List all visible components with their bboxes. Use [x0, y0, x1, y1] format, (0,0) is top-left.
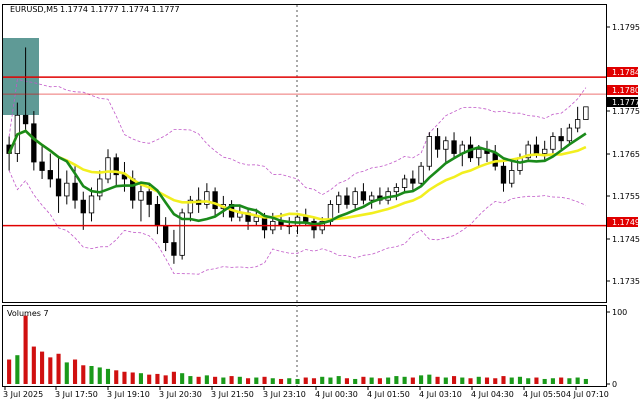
price-tick-label: 1.1745	[612, 235, 640, 244]
candle-bull	[401, 178, 408, 188]
price-axis: 1.1795 1.1775 1.1765 1.1755 1.1745 1.173…	[606, 23, 640, 286]
candle-bull	[509, 170, 515, 184]
candle-bear	[451, 140, 457, 154]
volume-panel-label: Volumes 7	[7, 309, 49, 318]
time-tick-label: 4 Jul 05:50	[523, 390, 566, 399]
candle-bear	[558, 136, 564, 142]
level-tag-1749-bg	[607, 217, 638, 227]
price-tick-label: 1.1755	[612, 192, 640, 201]
candle-bull	[105, 157, 111, 180]
candle-bull	[418, 165, 424, 184]
candle-bull	[64, 182, 70, 197]
volume-bars	[7, 315, 588, 384]
candle-bull	[352, 191, 358, 205]
candle-bear	[154, 204, 161, 227]
candle-bull	[138, 191, 144, 201]
candle-bear	[533, 144, 540, 154]
volume-tick-label: 0	[612, 380, 617, 389]
candle-bull	[566, 127, 573, 142]
time-tick-label: 3 Jul 2025	[3, 390, 43, 399]
candle-bear	[130, 178, 136, 201]
candle-bull	[97, 178, 103, 197]
level-tag-1780: 1.1780	[612, 86, 640, 95]
time-tick-label: 3 Jul 21:50	[211, 390, 254, 399]
time-tick-label: 3 Jul 23:10	[263, 390, 306, 399]
time-tick-label: 3 Jul 19:10	[107, 390, 150, 399]
time-tick-label: 3 Jul 17:50	[55, 390, 98, 399]
candle-bear	[344, 195, 350, 205]
time-axis: 3 Jul 2025 3 Jul 17:50 3 Jul 19:10 3 Jul…	[3, 387, 609, 399]
bollinger-upper-band	[8, 78, 587, 196]
candle-bear	[55, 178, 62, 197]
price-tick-label: 1.1735	[612, 277, 640, 286]
candle-bull	[179, 212, 185, 256]
candle-bear	[146, 191, 152, 205]
candle-bear	[303, 216, 309, 222]
chart-symbol-label: EURUSD,M5	[10, 5, 58, 14]
candle-bull	[187, 199, 194, 214]
candlestick-series	[6, 47, 589, 264]
candle-bull	[204, 191, 210, 205]
candle-bear	[500, 165, 507, 184]
candle-bull	[476, 148, 482, 159]
time-tick-label: 3 Jul 20:30	[159, 390, 202, 399]
candle-bull	[253, 216, 259, 222]
bollinger-bands	[8, 78, 587, 275]
candle-bull	[88, 195, 95, 214]
candle-bear	[72, 182, 78, 201]
time-tick-label: 4 Jul 07:10	[566, 390, 609, 399]
candle-bear	[261, 216, 268, 231]
candle-bear	[171, 242, 177, 256]
volume-tick-label: 100	[612, 308, 627, 317]
candle-bull	[525, 144, 531, 159]
price-tick-label: 1.1775	[612, 107, 640, 116]
candle-bear	[410, 178, 416, 184]
moving-averages	[7, 129, 587, 226]
time-tick-label: 4 Jul 00:30	[315, 390, 358, 399]
candle-bear	[212, 191, 218, 210]
price-tick-label: 1.1795	[612, 23, 640, 32]
level-tag-1784-bg	[607, 67, 638, 77]
candle-bull	[426, 136, 432, 167]
candle-bull	[574, 119, 581, 129]
time-tick-label: 4 Jul 03:10	[419, 390, 462, 399]
candle-bull	[443, 140, 449, 150]
time-tick-label: 4 Jul 04:30	[471, 390, 514, 399]
candle-bull	[336, 195, 342, 205]
level-tag-1784: 1.1784	[612, 68, 640, 77]
volume-panel-frame	[2, 305, 607, 387]
candle-bear	[31, 123, 37, 163]
candle-bear	[113, 157, 119, 176]
chart-ohlc-readout: 1.1774 1.1777 1.1774 1.1777	[60, 5, 180, 14]
candle-bear	[80, 199, 86, 214]
candle-bear	[434, 136, 441, 150]
level-tag-1780-bg	[607, 85, 638, 95]
price-tick-label: 1.1765	[612, 150, 640, 159]
moving-average-slow-line	[7, 129, 587, 221]
candle-bear	[39, 161, 45, 171]
candle-bear	[47, 170, 53, 180]
time-tick-label: 4 Jul 01:50	[367, 390, 410, 399]
candle-bull	[542, 148, 548, 154]
current-price-tag-bg	[607, 97, 638, 107]
candle-bull	[393, 187, 400, 193]
horizontal-levels	[3, 76, 606, 227]
candle-bear	[22, 114, 29, 125]
bollinger-lower-band	[8, 170, 587, 275]
current-price-tag: 1.1777	[612, 98, 640, 107]
candle-bear	[163, 225, 169, 243]
candle-bear	[492, 153, 498, 167]
candle-bull	[583, 106, 589, 120]
candle-bull	[517, 157, 523, 171]
level-tag-1749: 1.1749	[612, 218, 640, 227]
candle-bear	[360, 191, 367, 201]
candle-bull	[368, 195, 375, 201]
candle-bull	[550, 136, 556, 150]
moving-average-fast-line	[7, 129, 587, 226]
